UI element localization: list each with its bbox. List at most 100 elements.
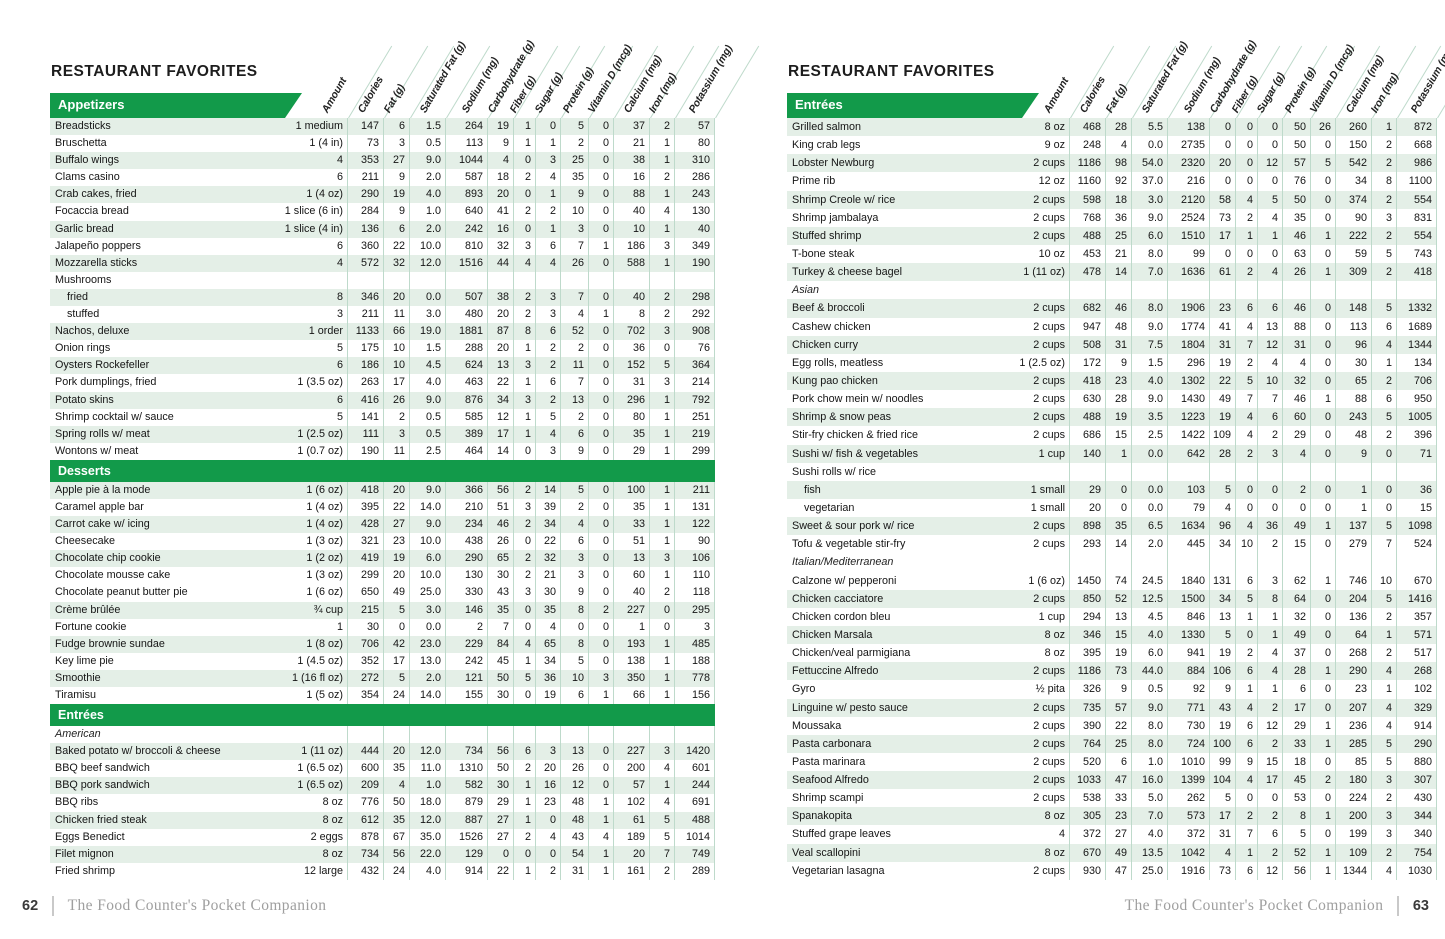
value-cell: 5	[1210, 789, 1236, 808]
value-cell: 27	[1106, 825, 1132, 844]
table-row: Chocolate peanut butter pie 1 (6 oz) 650 49…	[50, 584, 715, 602]
value-cell: 2	[1258, 843, 1283, 862]
value-cell: 9	[1106, 680, 1132, 699]
value-cell: 242	[446, 652, 488, 670]
value-cell: 1044	[446, 152, 488, 170]
value-cell: 0	[1236, 172, 1258, 191]
amount-cell: 2 cups	[996, 535, 1070, 554]
value-cell: 35	[614, 425, 650, 443]
value-cell: 60	[1283, 408, 1311, 427]
value-cell: 50	[1283, 118, 1311, 137]
value-cell: 914	[1397, 716, 1437, 735]
value-cell: 0	[1311, 589, 1336, 608]
value-cell: 0	[589, 391, 614, 409]
value-cell	[536, 726, 561, 744]
value-cell: 0	[589, 169, 614, 187]
value-cell: 706	[348, 635, 384, 653]
value-cell: 36	[1397, 480, 1437, 499]
value-cell: 56	[488, 743, 514, 761]
value-cell: 5	[1258, 190, 1283, 209]
value-cell: 880	[1397, 752, 1437, 772]
value-cell: 724	[1168, 734, 1210, 753]
value-cell: 62	[1283, 571, 1311, 590]
value-cell: 0	[1236, 154, 1258, 173]
value-cell: 5	[1210, 625, 1236, 645]
value-cell: 6	[1372, 317, 1397, 336]
value-cell: 0	[1106, 480, 1132, 499]
value-cell: 40	[614, 288, 650, 307]
value-cell: 10.0	[410, 533, 446, 551]
value-cell: 285	[1336, 734, 1372, 753]
value-cell	[1070, 462, 1106, 481]
value-cell: 138	[1168, 118, 1210, 137]
value-cell: 3.0	[1132, 190, 1168, 209]
value-cell: 1	[1236, 607, 1258, 626]
value-cell: 109	[1336, 843, 1372, 862]
value-cell: 236	[1336, 716, 1372, 735]
value-cell: 0	[514, 186, 536, 204]
value-cell: 1	[650, 635, 675, 653]
value-cell: 6	[1372, 390, 1397, 409]
value-cell: 0	[1236, 244, 1258, 264]
table-row: Lobster Newburg 2 cups 1186 98 54.0 2320 20 0 12…	[787, 154, 1437, 173]
value-cell: 85	[1336, 752, 1372, 772]
value-cell: 10	[561, 203, 589, 221]
value-cell: 4	[1210, 498, 1236, 518]
amount-cell: 6	[274, 169, 348, 187]
value-cell: 90	[675, 533, 715, 551]
value-cell: 216	[1168, 172, 1210, 191]
value-cell: 147	[348, 118, 384, 136]
value-cell: 2	[561, 340, 589, 358]
value-cell: 23.0	[410, 635, 446, 653]
value-cell: 6	[536, 374, 561, 392]
value-cell: 1	[514, 340, 536, 358]
value-cell: 2	[650, 306, 675, 324]
value-cell: 0	[1311, 244, 1336, 264]
value-cell: 0	[589, 442, 614, 460]
value-cell: 11	[384, 306, 410, 324]
value-cell: 28	[1210, 444, 1236, 463]
value-cell: 2	[1236, 807, 1258, 826]
value-cell: 9	[1210, 680, 1236, 699]
value-cell: 4	[1236, 317, 1258, 336]
value-cell: 0	[1311, 698, 1336, 717]
value-cell: 898	[1070, 517, 1106, 536]
value-cell: 8.0	[1132, 244, 1168, 264]
page-header: RESTAURANT FAVORITES Appetizers Amount Ca…	[50, 30, 760, 119]
value-cell: 11.0	[410, 760, 446, 778]
value-cell: 242	[446, 220, 488, 238]
value-cell: 749	[675, 845, 715, 863]
value-cell: 10	[384, 340, 410, 358]
value-cell: 11	[384, 442, 410, 460]
value-cell: 1098	[1397, 517, 1437, 536]
value-cell: 44	[488, 254, 514, 272]
value-cell: 227	[614, 601, 650, 619]
value-cell: 17	[488, 425, 514, 443]
value-cell: 7	[1236, 390, 1258, 409]
value-cell: 0	[536, 118, 561, 136]
value-cell: 4	[514, 635, 536, 653]
value-cell: 22	[536, 533, 561, 551]
value-cell: 668	[1397, 136, 1437, 155]
value-cell	[1336, 553, 1372, 572]
table-row: Clams casino 6 211 9 2.0 587 18 2 4 35 0 16 2 286	[50, 169, 715, 187]
value-cell: 52	[561, 323, 589, 341]
value-cell: 778	[675, 669, 715, 687]
amount-cell: 8 oz	[274, 845, 348, 863]
food-name: stuffed	[67, 308, 100, 321]
value-cell: 88	[1336, 390, 1372, 409]
value-cell: 19	[384, 186, 410, 204]
food-name: Key lime pie	[55, 654, 114, 667]
food-name: Mushrooms	[55, 273, 112, 286]
value-cell: 14	[1106, 263, 1132, 282]
value-cell: 0	[514, 442, 536, 460]
food-name: Gyro	[792, 683, 816, 696]
value-cell: 43	[488, 584, 514, 602]
value-cell: 47	[1106, 861, 1132, 880]
amount-cell: 1 (3 oz)	[274, 567, 348, 585]
value-cell: 1	[589, 811, 614, 829]
amount-cell: 6	[274, 357, 348, 375]
value-cell: 1450	[1070, 571, 1106, 590]
table-row: BBQ pork sandwich 1 (6.5 oz) 209 4 1.0 582 30 1…	[50, 777, 715, 795]
value-cell: 682	[1070, 299, 1106, 318]
